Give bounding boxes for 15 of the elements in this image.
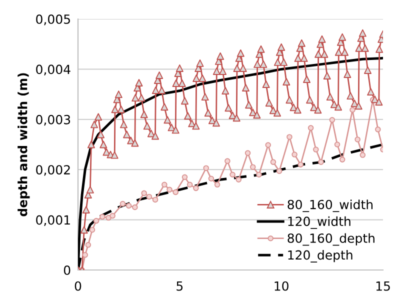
- x-tick-label: 5: [176, 281, 183, 291]
- y-axis-title: depth and width (m): [18, 73, 30, 216]
- x-tick-label: 10: [274, 281, 288, 291]
- legend-label: 80_160_width: [288, 200, 373, 212]
- x-tick-label: 15: [376, 281, 390, 291]
- y-tick-label: 0: [64, 265, 70, 275]
- legend-label: 120_depth: [288, 250, 352, 262]
- y-tick-label: 0,003: [36, 114, 70, 126]
- legend-label: 120_width: [288, 216, 350, 229]
- y-tick-label: 0,005: [36, 14, 70, 26]
- legend-label: 80_160_depth: [288, 233, 374, 246]
- y-tick-label: 0,001: [36, 215, 70, 226]
- y-tick-label: 0,004: [36, 64, 70, 76]
- y-tick-label: 0,002: [36, 165, 70, 176]
- x-tick-label: 0: [74, 281, 82, 291]
